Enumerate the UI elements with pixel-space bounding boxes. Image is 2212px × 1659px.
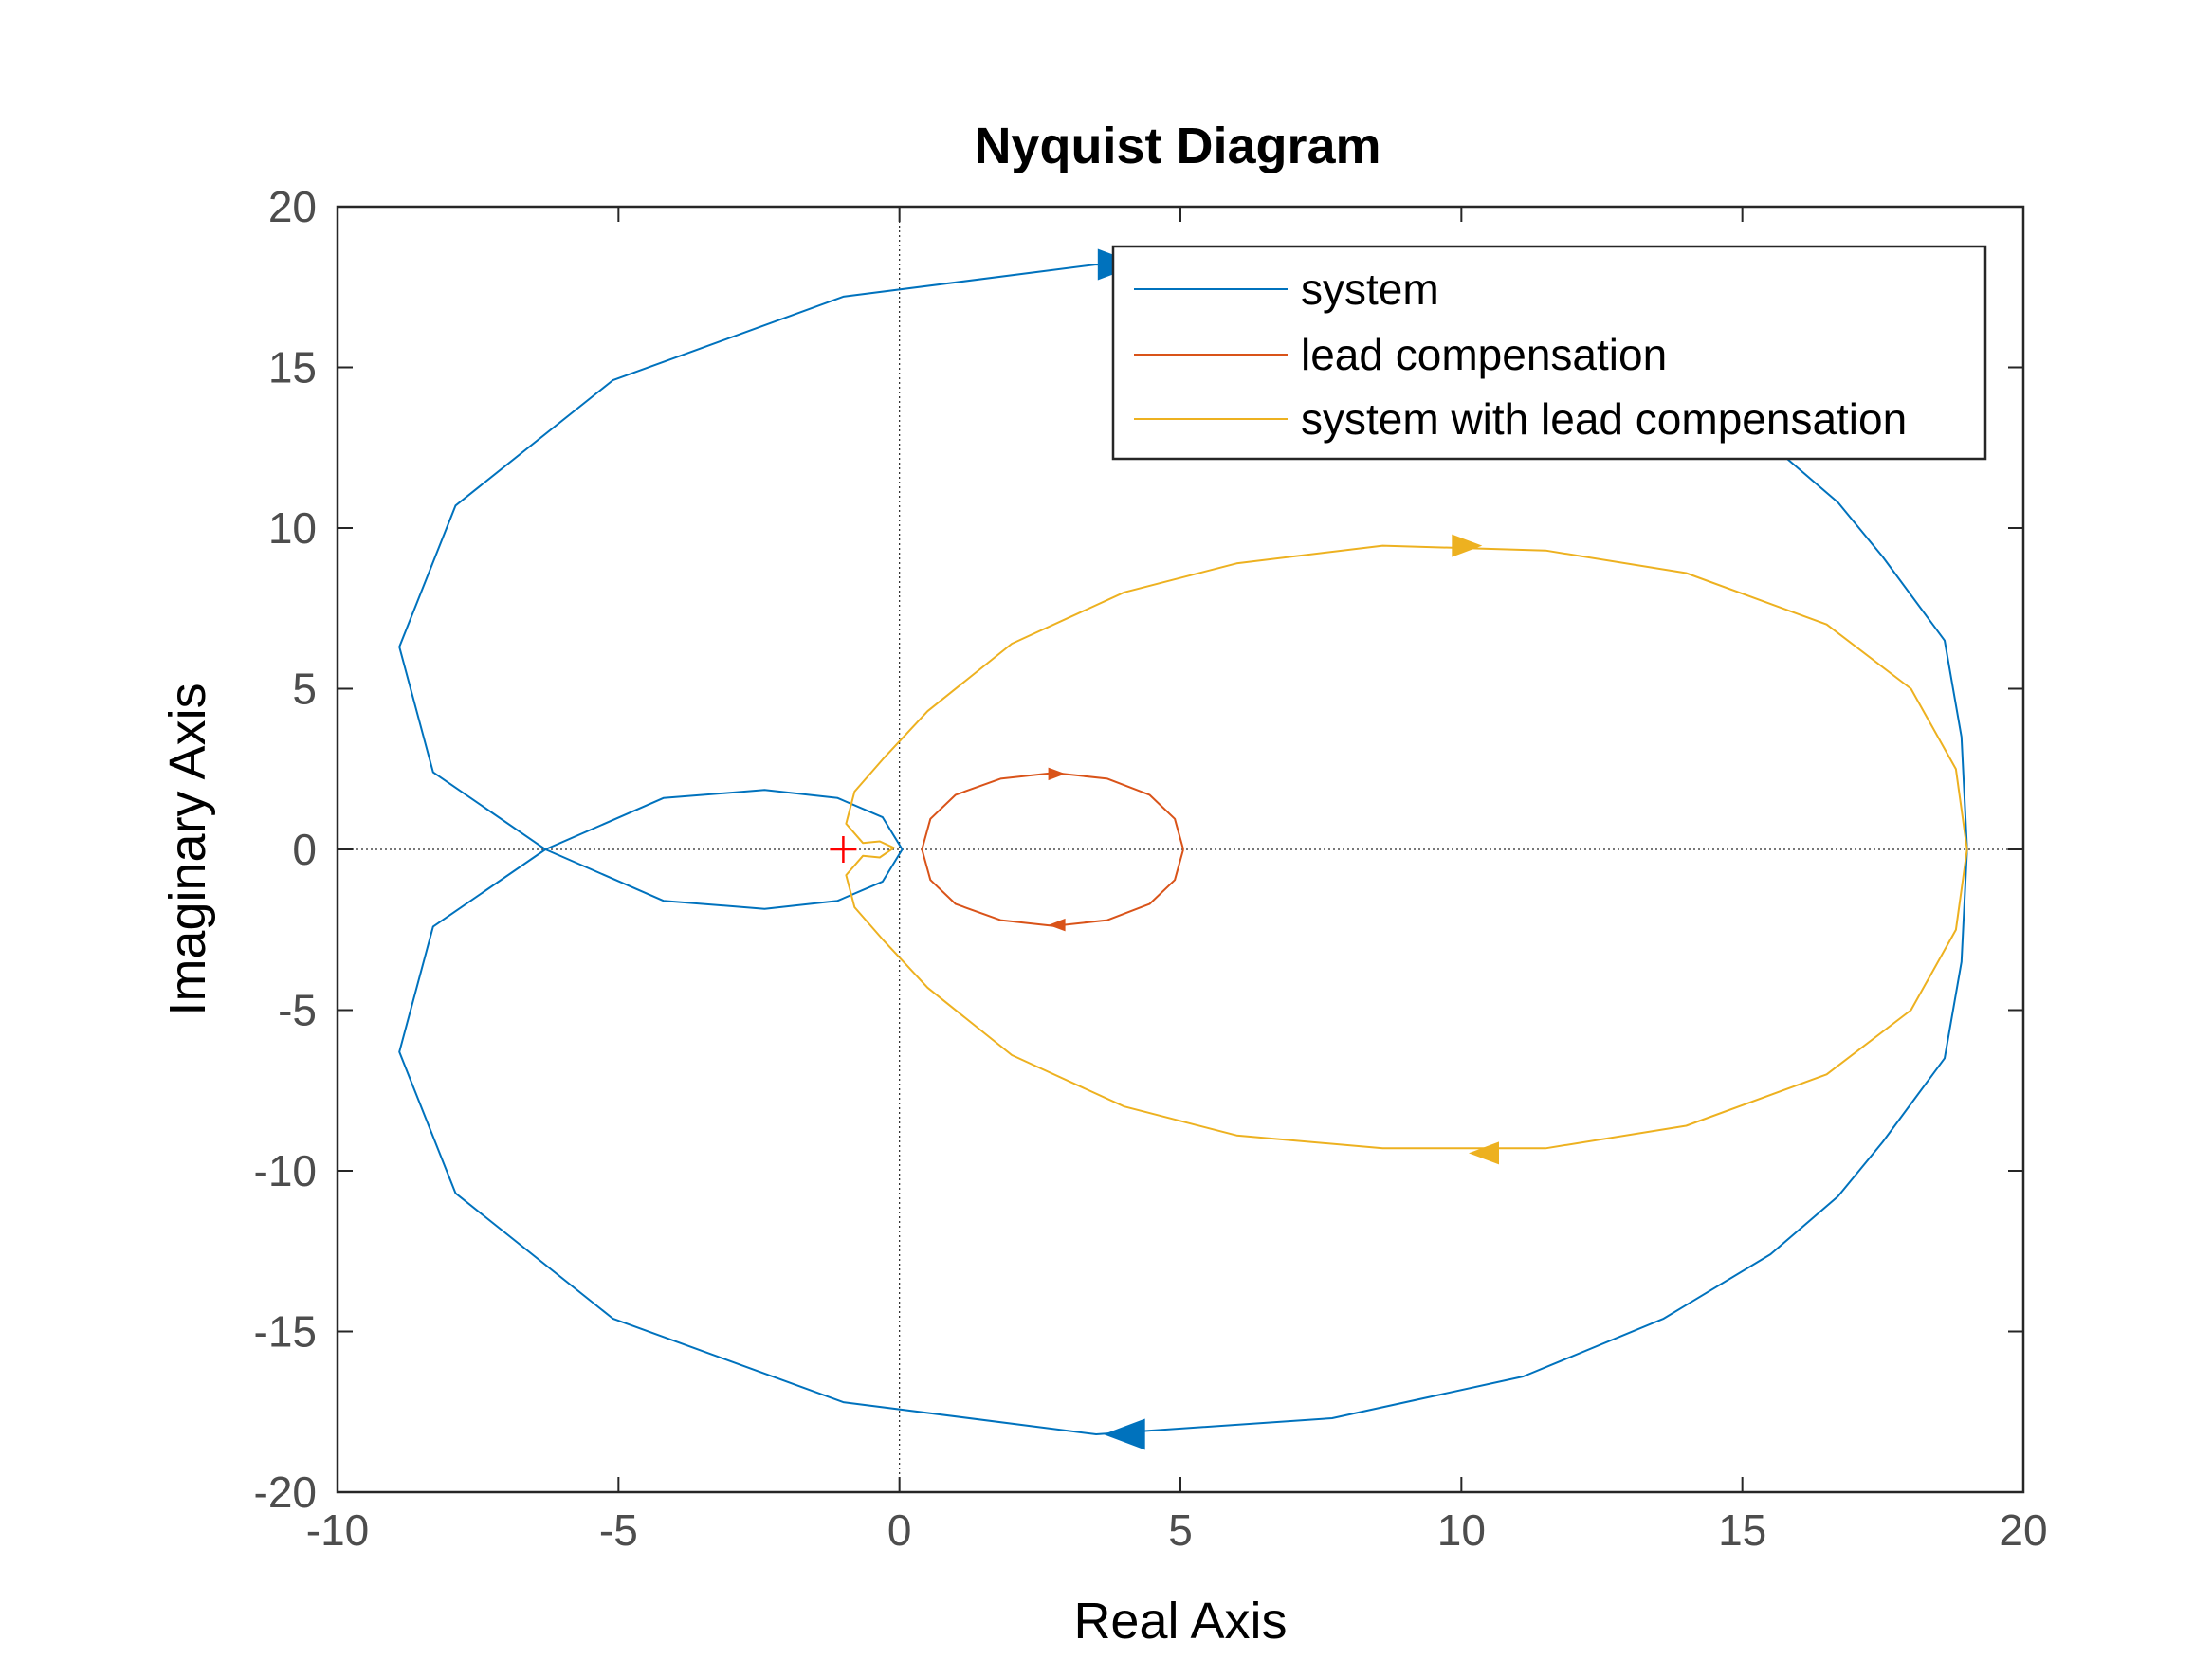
series-lead-compensation-curve bbox=[921, 772, 1184, 927]
y-tick-label: -15 bbox=[254, 1307, 317, 1357]
x-tick-label: -5 bbox=[599, 1505, 638, 1555]
legend: system lead compensation system with lea… bbox=[1111, 245, 1987, 461]
y-tick-label: 5 bbox=[292, 665, 317, 714]
legend-box bbox=[1111, 245, 1987, 461]
chart-title: Nyquist Diagram bbox=[974, 118, 1380, 174]
tick-marks bbox=[337, 206, 2024, 1493]
y-axis-label: Imaginary Axis bbox=[159, 683, 216, 1015]
legend-label-system: system bbox=[1301, 264, 1439, 314]
x-tick-label: 15 bbox=[1718, 1505, 1766, 1555]
direction-arrow bbox=[1469, 1141, 1499, 1165]
x-tick-label: 5 bbox=[1168, 1505, 1193, 1555]
direction-arrows bbox=[1048, 248, 1499, 1450]
reference-lines bbox=[338, 207, 2023, 1492]
y-tick-label: -5 bbox=[278, 986, 317, 1035]
critical-point-layer bbox=[830, 836, 857, 863]
direction-arrow bbox=[1103, 1418, 1145, 1450]
y-tick-label: 20 bbox=[268, 182, 317, 231]
direction-arrow bbox=[1048, 767, 1066, 781]
direction-arrow bbox=[1048, 918, 1066, 932]
y-tick-labels: 20 15 10 5 0 -5 -10 -15 -20 bbox=[254, 182, 317, 1517]
x-tick-label: 10 bbox=[1437, 1505, 1486, 1555]
legend-label-system-with-lead: system with lead compensation bbox=[1301, 394, 1907, 444]
x-axis-label: Real Axis bbox=[1073, 1593, 1287, 1650]
x-tick-labels: -10 -5 0 5 10 15 20 bbox=[306, 1505, 2048, 1555]
y-tick-label: 0 bbox=[292, 825, 317, 874]
x-tick-label: 0 bbox=[887, 1505, 912, 1555]
direction-arrow bbox=[1452, 534, 1483, 557]
y-tick-label: 15 bbox=[268, 343, 317, 392]
y-tick-label: -10 bbox=[254, 1146, 317, 1195]
y-tick-label: 10 bbox=[268, 503, 317, 553]
legend-label-lead-compensation: lead compensation bbox=[1301, 330, 1667, 379]
x-tick-label: -10 bbox=[306, 1505, 369, 1555]
y-tick-label: -20 bbox=[254, 1468, 317, 1517]
x-tick-label: 20 bbox=[1999, 1505, 2047, 1555]
